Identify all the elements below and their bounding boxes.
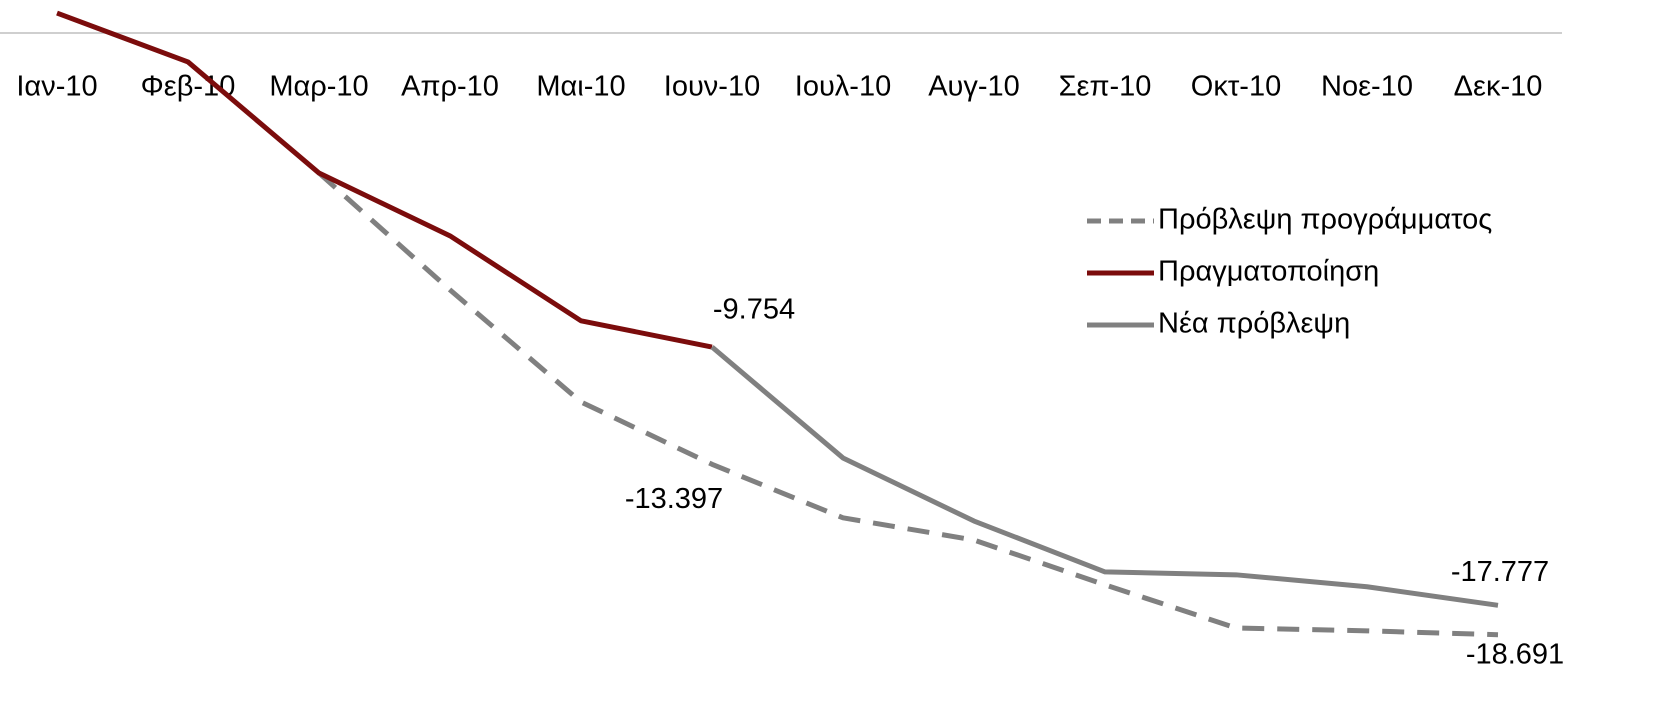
legend-label: Πραγματοποίηση xyxy=(1158,256,1379,288)
x-tick-label: Μαρ-10 xyxy=(269,71,368,103)
x-tick-label: Ιουν-10 xyxy=(664,71,760,103)
series-line xyxy=(317,171,1499,638)
data-label: -18.691 xyxy=(1466,638,1564,670)
x-tick-label: Μαι-10 xyxy=(536,71,625,103)
series-line xyxy=(56,10,713,350)
data-label: -17.777 xyxy=(1451,556,1549,588)
x-tick-label: Ιαν-10 xyxy=(16,71,97,103)
data-label: -9.754 xyxy=(713,294,795,326)
x-tick-label: Απρ-10 xyxy=(401,71,499,103)
x-tick-label: Αυγ-10 xyxy=(928,71,1020,103)
x-tick-label: Ιουλ-10 xyxy=(795,71,891,103)
x-tick-label: Σεπ-10 xyxy=(1059,71,1152,103)
series-line xyxy=(710,345,1499,608)
x-tick-label: Νοε-10 xyxy=(1321,71,1413,103)
legend-label: Νέα πρόβλεψη xyxy=(1158,308,1350,340)
x-tick-label: Οκτ-10 xyxy=(1191,71,1281,103)
legend-label: Πρόβλεψη προγράμματος xyxy=(1158,204,1492,236)
data-label: -13.397 xyxy=(625,483,723,515)
x-tick-label: Δεκ-10 xyxy=(1454,71,1543,103)
x-tick-label: Φεβ-10 xyxy=(141,71,236,103)
